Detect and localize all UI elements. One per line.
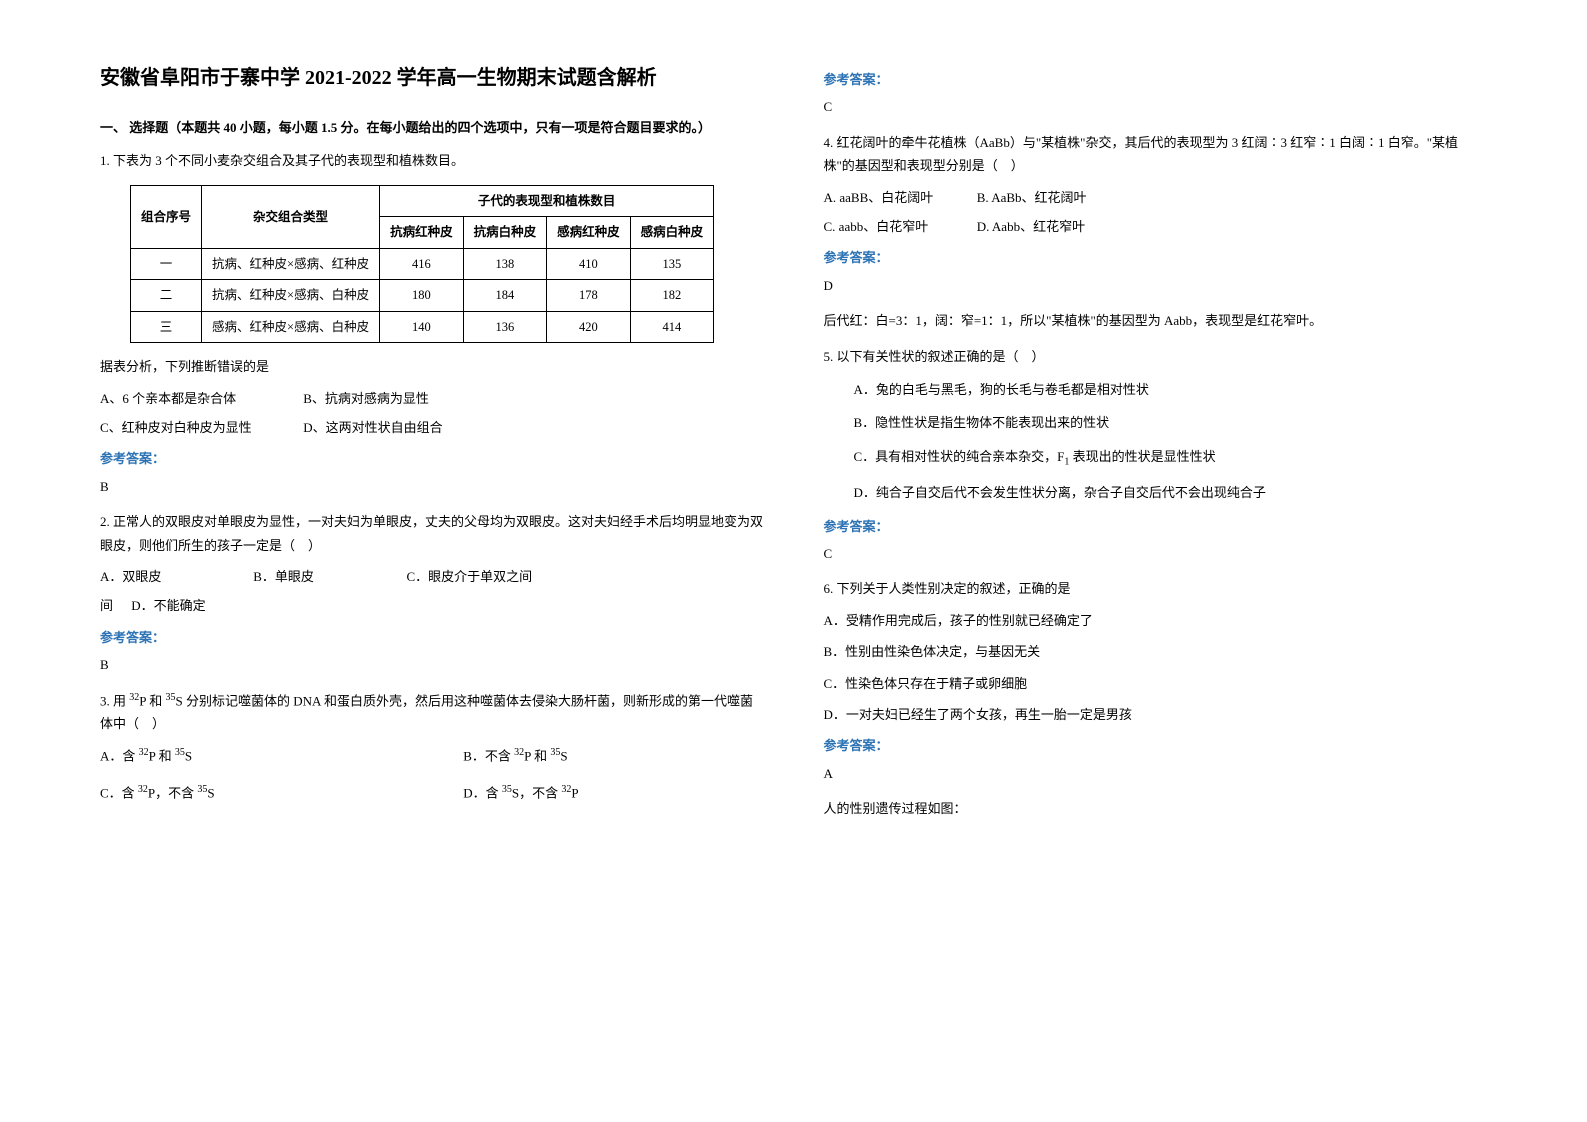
q1-optA: A、6 个亲本都是杂合体 bbox=[100, 387, 300, 410]
q3-answer-label: 参考答案： bbox=[824, 68, 1488, 91]
q3-optD: D．含 35S，不含 32P bbox=[463, 781, 663, 805]
q2-optB: B．单眼皮 bbox=[253, 565, 403, 588]
left-column: 安徽省阜阳市于寨中学 2021-2022 学年高一生物期末试题含解析 一、 选择… bbox=[100, 60, 764, 833]
question-6: 6. 下列关于人类性别决定的叙述，正确的是 A．受精作用完成后，孩子的性别就已经… bbox=[824, 577, 1488, 820]
q1-stem: 1. 下表为 3 个不同小麦杂交组合及其子代的表现型和植株数目。 bbox=[100, 149, 764, 172]
q2-options-d: 间 D．不能确定 bbox=[100, 594, 764, 617]
q6-explain: 人的性别遗传过程如图： bbox=[824, 797, 1488, 820]
q6-optB: B．性别由性染色体决定，与基因无关 bbox=[824, 640, 1488, 663]
q1-options-cd: C、红种皮对白种皮为显性 D、这两对性状自由组合 bbox=[100, 416, 764, 439]
q1-col3: 感病红种皮 bbox=[547, 217, 631, 249]
q3-optA: A．含 32P 和 35S bbox=[100, 744, 460, 768]
q4-stem: 4. 红花阔叶的牵牛花植株（AaBb）与"某植株"杂交，其后代的表现型为 3 红… bbox=[824, 131, 1488, 178]
q2-answer: B bbox=[100, 653, 764, 676]
q3-optB: B．不含 32P 和 35S bbox=[463, 744, 663, 768]
q4-answer: D bbox=[824, 274, 1488, 297]
q6-optD: D．一对夫妇已经生了两个女孩，再生一胎一定是男孩 bbox=[824, 703, 1488, 726]
q5-optC: C．具有相对性状的纯合亲本杂交，F1 表现出的性状是显性性状 bbox=[854, 445, 1488, 472]
q5-optB: B．隐性性状是指生物体不能表现出来的性状 bbox=[854, 411, 1488, 434]
exam-title: 安徽省阜阳市于寨中学 2021-2022 学年高一生物期末试题含解析 bbox=[100, 60, 764, 96]
q1-col4: 感病白种皮 bbox=[630, 217, 714, 249]
q1-col2: 抗病白种皮 bbox=[463, 217, 547, 249]
q2-optC: C．眼皮介于单双之间 bbox=[407, 565, 557, 588]
q1-options-ab: A、6 个亲本都是杂合体 B、抗病对感病为显性 bbox=[100, 387, 764, 410]
q3-optC: C．含 32P，不含 35S bbox=[100, 781, 460, 805]
q6-answer-label: 参考答案： bbox=[824, 734, 1488, 757]
section-heading: 一、 选择题（本题共 40 小题，每小题 1.5 分。在每小题给出的四个选项中，… bbox=[100, 116, 764, 139]
question-4: 4. 红花阔叶的牵牛花植株（AaBb）与"某植株"杂交，其后代的表现型为 3 红… bbox=[824, 131, 1488, 333]
q1-col1: 抗病红种皮 bbox=[380, 217, 464, 249]
q2-optD: D．不能确定 bbox=[131, 594, 281, 617]
q5-answer: C bbox=[824, 542, 1488, 565]
q6-answer: A bbox=[824, 762, 1488, 785]
q1-answer-label: 参考答案： bbox=[100, 447, 764, 470]
q1-table: 组合序号 杂交组合类型 子代的表现型和植株数目 抗病红种皮 抗病白种皮 感病红种… bbox=[130, 185, 714, 344]
right-column: 参考答案： C 4. 红花阔叶的牵牛花植株（AaBb）与"某植株"杂交，其后代的… bbox=[824, 60, 1488, 833]
q6-optA: A．受精作用完成后，孩子的性别就已经确定了 bbox=[824, 609, 1488, 632]
q4-optC: C. aabb、白花窄叶 bbox=[824, 215, 974, 238]
q6-stem: 6. 下列关于人类性别决定的叙述，正确的是 bbox=[824, 577, 1488, 600]
question-5: 5. 以下有关性状的叙述正确的是（ ） A．兔的白毛与黑毛，狗的长毛与卷毛都是相… bbox=[824, 345, 1488, 566]
q5-optA: A．兔的白毛与黑毛，狗的长毛与卷毛都是相对性状 bbox=[854, 378, 1488, 401]
q2-stem: 2. 正常人的双眼皮对单眼皮为显性，一对夫妇为单眼皮，丈夫的父母均为双眼皮。这对… bbox=[100, 510, 764, 557]
q3-options-ab: A．含 32P 和 35S B．不含 32P 和 35S bbox=[100, 744, 764, 768]
q4-explain: 后代红：白=3：1，阔：窄=1：1，所以"某植株"的基因型为 Aabb，表现型是… bbox=[824, 309, 1488, 332]
q1-th-children: 子代的表现型和植株数目 bbox=[380, 185, 714, 217]
question-1: 1. 下表为 3 个不同小麦杂交组合及其子代的表现型和植株数目。 组合序号 杂交… bbox=[100, 149, 764, 498]
q4-optD: D. Aabb、红花窄叶 bbox=[977, 215, 1127, 238]
q1-th-type: 杂交组合类型 bbox=[202, 185, 380, 248]
q6-optC: C．性染色体只存在于精子或卵细胞 bbox=[824, 672, 1488, 695]
q4-options-cd: C. aabb、白花窄叶 D. Aabb、红花窄叶 bbox=[824, 215, 1488, 238]
q2-optA: A．双眼皮 bbox=[100, 565, 250, 588]
exam-page: 安徽省阜阳市于寨中学 2021-2022 学年高一生物期末试题含解析 一、 选择… bbox=[100, 60, 1487, 833]
q1-optC: C、红种皮对白种皮为显性 bbox=[100, 416, 300, 439]
table-row: 一 抗病、红种皮×感病、红种皮 416 138 410 135 bbox=[131, 248, 714, 280]
q1-answer: B bbox=[100, 475, 764, 498]
q2-options-abc: A．双眼皮 B．单眼皮 C．眼皮介于单双之间 bbox=[100, 565, 764, 588]
question-2: 2. 正常人的双眼皮对单眼皮为显性，一对夫妇为单眼皮，丈夫的父母均为双眼皮。这对… bbox=[100, 510, 764, 676]
table-row: 三 感病、红种皮×感病、白种皮 140 136 420 414 bbox=[131, 311, 714, 343]
q5-answer-label: 参考答案： bbox=[824, 515, 1488, 538]
q3-options-cd: C．含 32P，不含 35S D．含 35S，不含 32P bbox=[100, 781, 764, 805]
q2-answer-label: 参考答案： bbox=[100, 626, 764, 649]
q1-optD: D、这两对性状自由组合 bbox=[303, 416, 503, 439]
q3-answer: C bbox=[824, 95, 1488, 118]
q4-optA: A. aaBB、白花阔叶 bbox=[824, 186, 974, 209]
q1-follow: 据表分析，下列推断错误的是 bbox=[100, 355, 764, 378]
q5-stem: 5. 以下有关性状的叙述正确的是（ ） bbox=[824, 345, 1488, 368]
q4-options-ab: A. aaBB、白花阔叶 B. AaBb、红花阔叶 bbox=[824, 186, 1488, 209]
q4-optB: B. AaBb、红花阔叶 bbox=[977, 186, 1127, 209]
q5-optD: D．纯合子自交后代不会发生性状分离，杂合子自交后代不会出现纯合子 bbox=[854, 481, 1488, 504]
q1-optB: B、抗病对感病为显性 bbox=[303, 387, 503, 410]
q1-th-num: 组合序号 bbox=[131, 185, 202, 248]
q3-stem: 3. 用 32P 和 35S 分别标记噬菌体的 DNA 和蛋白质外壳，然后用这种… bbox=[100, 689, 764, 736]
q4-answer-label: 参考答案： bbox=[824, 246, 1488, 269]
table-row: 二 抗病、红种皮×感病、白种皮 180 184 178 182 bbox=[131, 280, 714, 312]
question-3: 3. 用 32P 和 35S 分别标记噬菌体的 DNA 和蛋白质外壳，然后用这种… bbox=[100, 689, 764, 806]
